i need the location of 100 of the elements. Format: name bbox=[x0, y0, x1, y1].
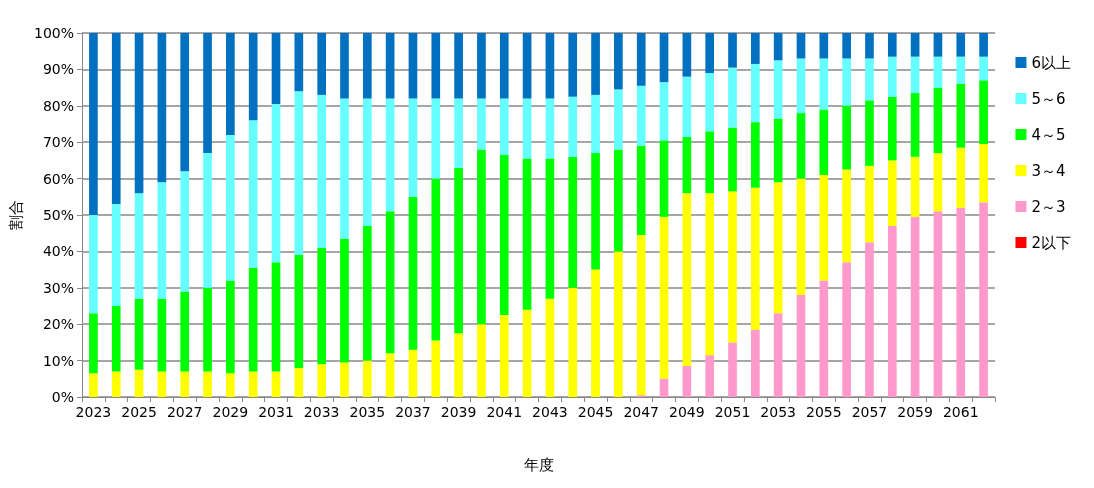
bar bbox=[134, 33, 144, 194]
bar bbox=[751, 329, 760, 397]
y-tick-label: 50% bbox=[42, 207, 74, 223]
bar bbox=[454, 333, 463, 397]
bar bbox=[226, 280, 235, 374]
bar bbox=[614, 251, 623, 397]
bar bbox=[591, 153, 600, 270]
bar bbox=[385, 98, 395, 212]
bar bbox=[89, 313, 98, 374]
bar bbox=[796, 58, 806, 114]
bar bbox=[226, 33, 235, 135]
x-tick-label: 2023 bbox=[75, 404, 112, 420]
bar bbox=[659, 33, 669, 83]
bar bbox=[340, 33, 349, 99]
bar bbox=[887, 225, 897, 397]
bar bbox=[134, 298, 144, 370]
bar bbox=[294, 255, 304, 368]
x-tick-label: 2041 bbox=[486, 404, 523, 420]
x-tick-label: 2057 bbox=[851, 404, 888, 420]
legend-label: 4～5 bbox=[1031, 125, 1066, 144]
bar bbox=[819, 58, 829, 110]
bar bbox=[933, 153, 943, 212]
bar bbox=[294, 367, 304, 397]
bar bbox=[431, 33, 441, 99]
bar bbox=[796, 295, 806, 397]
x-tick-label: 2037 bbox=[395, 404, 431, 420]
bar bbox=[819, 280, 829, 397]
bar bbox=[362, 360, 372, 397]
bar bbox=[499, 98, 509, 155]
bar bbox=[682, 193, 692, 367]
bar bbox=[568, 156, 578, 288]
bar bbox=[636, 145, 646, 236]
bar bbox=[203, 287, 212, 372]
bar bbox=[591, 94, 600, 154]
y-tick-label: 20% bbox=[42, 316, 74, 333]
legend-label: 2～3 bbox=[1031, 197, 1066, 216]
legend-label: 2以下 bbox=[1031, 233, 1071, 252]
x-tick-label: 2039 bbox=[440, 404, 477, 420]
bar bbox=[705, 73, 715, 132]
bar bbox=[522, 98, 532, 159]
bar bbox=[887, 160, 897, 226]
y-tick-label: 40% bbox=[42, 243, 74, 260]
bar bbox=[499, 315, 509, 397]
bar bbox=[705, 131, 715, 194]
bar bbox=[887, 56, 897, 97]
bar bbox=[636, 85, 646, 146]
x-tick-label: 2045 bbox=[577, 404, 614, 420]
bar bbox=[454, 98, 463, 168]
x-tick-label: 2031 bbox=[258, 404, 294, 420]
bar bbox=[271, 33, 281, 104]
bar bbox=[454, 33, 463, 99]
bar bbox=[180, 371, 190, 397]
bar bbox=[340, 238, 349, 363]
x-tick-label: 2051 bbox=[714, 404, 751, 420]
bar bbox=[385, 211, 395, 354]
bar bbox=[522, 158, 532, 310]
bar bbox=[157, 371, 167, 397]
bar bbox=[773, 60, 783, 119]
x-tick-label: 2055 bbox=[805, 404, 842, 420]
bar bbox=[180, 33, 190, 172]
bar bbox=[910, 216, 920, 397]
bar bbox=[979, 33, 988, 57]
bar bbox=[956, 33, 966, 57]
bar bbox=[294, 91, 304, 256]
bar bbox=[111, 371, 121, 397]
bar bbox=[157, 33, 167, 183]
bar bbox=[956, 83, 966, 148]
bar bbox=[682, 366, 692, 397]
bar bbox=[614, 149, 623, 252]
bar bbox=[545, 33, 555, 99]
bar bbox=[248, 371, 258, 397]
legend-label: 3～4 bbox=[1031, 161, 1066, 180]
bar bbox=[796, 178, 806, 296]
bar bbox=[431, 98, 441, 179]
bar bbox=[910, 156, 920, 217]
x-tick-label: 2059 bbox=[897, 404, 933, 420]
bar bbox=[545, 98, 555, 159]
bar bbox=[819, 109, 829, 175]
bar bbox=[89, 215, 98, 314]
x-axis-title: 年度 bbox=[523, 455, 554, 474]
bar bbox=[203, 33, 212, 154]
bar bbox=[910, 33, 920, 57]
bar bbox=[705, 355, 715, 397]
bar bbox=[271, 262, 281, 372]
bar bbox=[751, 187, 760, 330]
bar bbox=[614, 89, 623, 150]
y-tick-label: 90% bbox=[42, 61, 74, 78]
bar bbox=[614, 33, 623, 90]
legend-label: 6以上 bbox=[1031, 53, 1071, 72]
bar bbox=[226, 134, 235, 281]
x-tick-label: 2053 bbox=[760, 404, 796, 420]
bar bbox=[887, 33, 897, 57]
bar bbox=[454, 167, 463, 334]
bar bbox=[317, 33, 326, 95]
bar bbox=[865, 242, 874, 397]
bar bbox=[89, 33, 98, 215]
bar bbox=[157, 298, 167, 372]
bar bbox=[728, 33, 737, 68]
bar bbox=[933, 211, 943, 397]
bar bbox=[659, 216, 669, 379]
